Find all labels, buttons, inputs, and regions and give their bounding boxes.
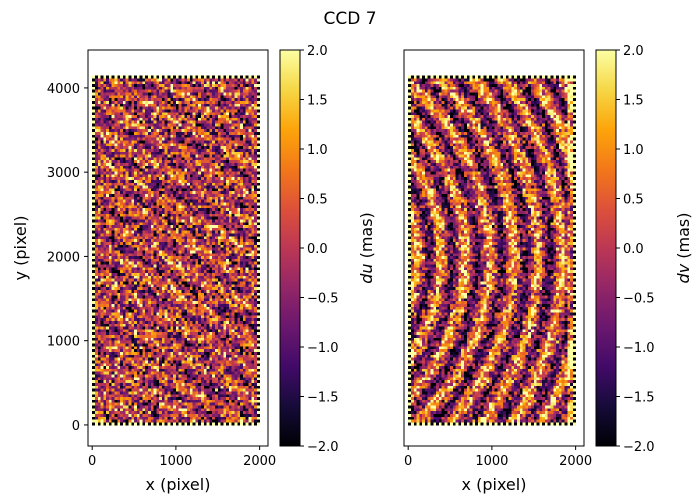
y-tick-label-du: 0 [72, 419, 80, 434]
heatmap-du [92, 75, 260, 426]
x-axis-label-dv: x (pixel) [462, 475, 527, 494]
colorbar-tick-label-du: −1.5 [307, 391, 339, 406]
colorbar-tick-label-dv: −2.0 [623, 440, 655, 455]
panel-du: 0 1000 2000 0 1000 2000 3000 4000 x (pixel) y (pi… [11, 44, 376, 494]
x-tick-label-dv: 1000 [475, 454, 508, 469]
y-tick-label-du: 1000 [47, 335, 80, 350]
colorbar-dv [595, 49, 617, 447]
y-axis-label-du: y (pixel) [11, 216, 30, 281]
colorbar-label-du: du (mas) [357, 212, 376, 284]
panel-dv: 0 1000 2000 x (pixel) −2.0 −1.5 −1.0 −0.5 0.0 0.5… [403, 44, 693, 494]
colorbar-tick-label-dv: −0.5 [623, 292, 655, 307]
colorbar-tick-label-du: −1.0 [307, 341, 339, 356]
y-tick-label-du: 4000 [47, 82, 80, 97]
colorbar-tick-label-du: 0.0 [307, 242, 328, 257]
y-tick-label-du: 3000 [47, 166, 80, 181]
colorbar-tick-label-dv: 1.0 [623, 143, 644, 158]
colorbar-tick-label-du: 1.5 [307, 94, 328, 109]
colorbar-label-dv: dv (mas) [674, 213, 693, 284]
colorbar-tick-label-du: 1.0 [307, 143, 328, 158]
colorbar-tick-label-dv: 0.0 [623, 242, 644, 257]
x-axis-label-du: x (pixel) [146, 475, 211, 494]
colorbar-tick-label-du: 2.0 [307, 44, 328, 59]
y-tick-label-du: 2000 [47, 250, 80, 265]
colorbar-tick-label-dv: 2.0 [623, 44, 644, 59]
axes-frame-du [87, 49, 269, 447]
colorbar-tick-label-dv: 0.5 [623, 193, 644, 208]
x-tick-label-du: 0 [88, 454, 96, 469]
x-tick-label-dv: 0 [404, 454, 412, 469]
heatmap-dv [408, 75, 576, 426]
colorbar-tick-label-dv: −1.0 [623, 341, 655, 356]
axes-frame-dv [403, 49, 585, 447]
x-tick-label-du: 1000 [159, 454, 192, 469]
x-tick-label-dv: 2000 [559, 454, 592, 469]
colorbar-tick-label-dv: 1.5 [623, 94, 644, 109]
colorbar-tick-label-dv: −1.5 [623, 391, 655, 406]
colorbar-tick-label-du: 0.5 [307, 193, 328, 208]
x-tick-label-du: 2000 [243, 454, 276, 469]
chart-title: CCD 7 [323, 9, 376, 29]
colorbar-tick-label-du: −0.5 [307, 292, 339, 307]
colorbar-tick-label-du: −2.0 [307, 440, 339, 455]
colorbar-du [279, 49, 301, 447]
